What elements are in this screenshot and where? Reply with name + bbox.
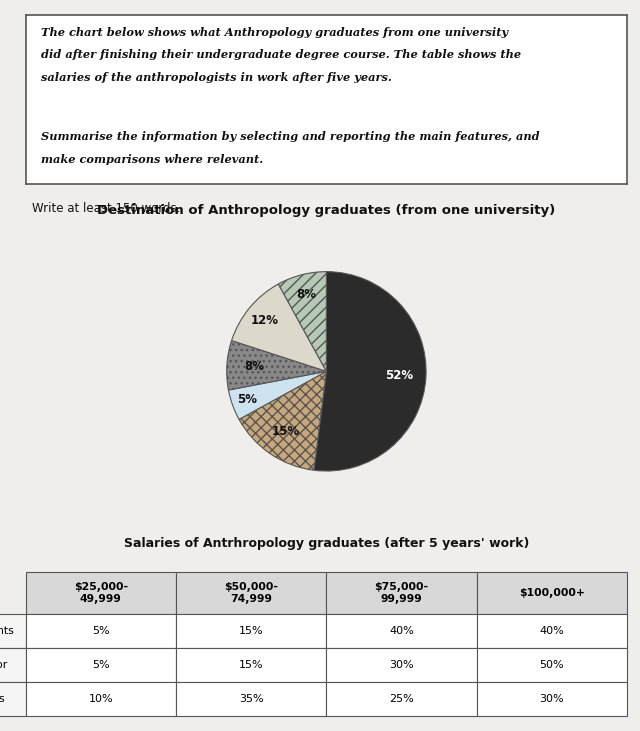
Wedge shape (228, 371, 326, 420)
Text: 15%: 15% (271, 425, 300, 438)
Title: Destination of Anthropology graduates (from one university): Destination of Anthropology graduates (f… (97, 204, 556, 216)
Wedge shape (232, 284, 326, 371)
Text: Summarise the information by selecting and reporting the main features, and: Summarise the information by selecting a… (41, 131, 540, 142)
Text: Write at least 150 words.: Write at least 150 words. (31, 202, 180, 215)
Text: 8%: 8% (296, 287, 317, 300)
Text: 12%: 12% (251, 314, 279, 327)
Wedge shape (239, 371, 326, 470)
Text: 52%: 52% (385, 369, 413, 382)
Legend: Full-time work, Part-time work, Part-time work + postgrad study, Full-time postg: Full-time work, Part-time work, Part-tim… (126, 543, 527, 577)
Text: The chart below shows what Anthropology graduates from one university: The chart below shows what Anthropology … (41, 26, 508, 37)
Wedge shape (227, 341, 326, 390)
Text: make comparisons where relevant.: make comparisons where relevant. (41, 154, 263, 164)
Text: 8%: 8% (244, 360, 264, 374)
Wedge shape (278, 272, 326, 371)
Text: 5%: 5% (237, 393, 257, 406)
Text: Salaries of Antrhropology graduates (after 5 years' work): Salaries of Antrhropology graduates (aft… (124, 537, 529, 550)
Text: salaries of the anthropologists in work after five years.: salaries of the anthropologists in work … (41, 72, 392, 83)
Wedge shape (314, 272, 426, 471)
Text: did after finishing their undergraduate degree course. The table shows the: did after finishing their undergraduate … (41, 50, 521, 61)
